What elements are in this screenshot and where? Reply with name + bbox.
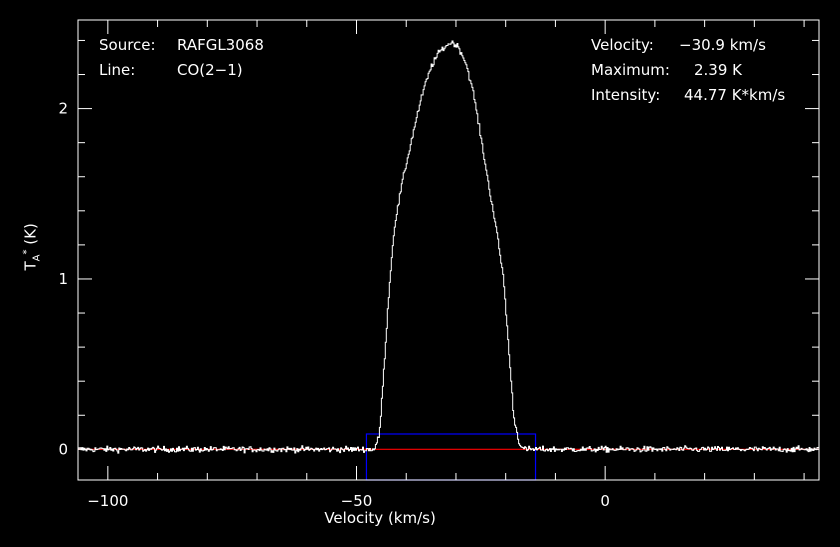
velocity-value: −30.9 km/s — [679, 36, 766, 54]
velocity-label: Velocity: — [591, 36, 654, 54]
maximum-label: Maximum: — [591, 61, 670, 79]
y-tick-label: 0 — [58, 440, 68, 458]
y-tick-label: 1 — [58, 270, 68, 288]
source-label: Source: — [99, 36, 156, 54]
maximum-value: 2.39 K — [694, 61, 743, 79]
y-axis-label: TA* (K) — [21, 223, 43, 271]
y-tick-label: 2 — [58, 100, 68, 118]
line-label: Line: — [99, 61, 136, 79]
source-value: RAFGL3068 — [177, 36, 264, 54]
integration-window — [365, 433, 537, 481]
x-tick-label: −100 — [87, 492, 128, 510]
x-tick-label: −50 — [341, 492, 373, 510]
plot-frame — [77, 19, 820, 481]
line-value: CO(2−1) — [177, 61, 243, 79]
y-axis-label-text: T — [21, 261, 40, 271]
intensity-label: Intensity: — [591, 86, 661, 104]
x-tick-label: 0 — [600, 492, 610, 510]
x-axis-label: Velocity (km/s) — [324, 509, 436, 527]
intensity-value: 44.77 K*km/s — [684, 86, 786, 104]
spectrum-line — [78, 40, 819, 454]
